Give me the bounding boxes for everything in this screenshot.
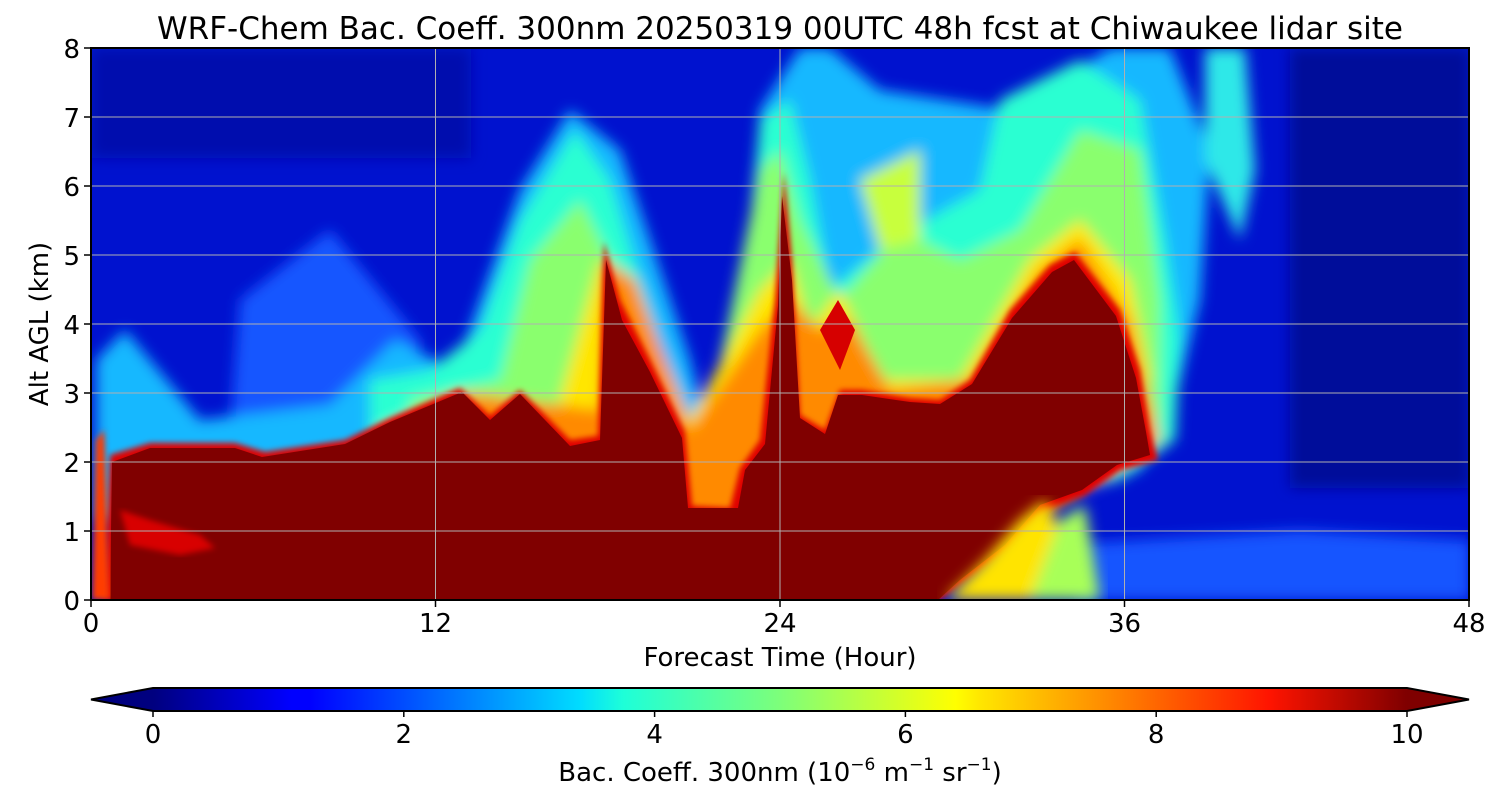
colorbar-tick-label: 8: [1148, 720, 1165, 750]
colorbar-extend-min: [91, 688, 153, 711]
colorbar-label-main: Bac. Coeff. 300nm (10: [558, 758, 850, 788]
plot-area: [91, 48, 1469, 600]
left-edge-column: [92, 430, 110, 600]
colorbar-tick-label: 4: [646, 720, 663, 750]
x-axis-label: Forecast Time (Hour): [643, 643, 916, 673]
chart-title: WRF-Chem Bac. Coeff. 300nm 20250319 00UT…: [157, 11, 1403, 47]
surface-clean-air-green: [1030, 505, 1100, 600]
y-tick-label: 7: [63, 104, 80, 134]
x-tick-label: 36: [1108, 609, 1141, 639]
colorbar-label-exponent: −1: [909, 755, 934, 775]
field-blue-low: [1050, 530, 1469, 600]
y-tick-label: 2: [63, 449, 80, 479]
colorbar-label-exponent: −6: [850, 755, 875, 775]
colorbar-label-exponent: −1: [967, 755, 992, 775]
x-axis: 0 12 24 36 48 Forecast Time (Hour): [83, 600, 1486, 673]
x-tick-label: 48: [1452, 609, 1485, 639]
y-tick-label: 5: [63, 242, 80, 272]
field-dark-right: [1290, 48, 1469, 488]
bl-spike-red: [820, 300, 855, 370]
colorbar-label-close: ): [992, 758, 1002, 788]
colorbar-label-unit: m: [875, 758, 909, 788]
colorbar-tick-label: 2: [396, 720, 413, 750]
colorbar-extend-max: [1407, 688, 1469, 711]
colorbar: 0 2 4 6 8 10 Bac. Coeff. 300nm (10−6 m−1…: [90, 687, 1470, 788]
x-tick-label: 24: [763, 609, 796, 639]
colorbar-tick-label: 0: [145, 720, 162, 750]
gridlines: [91, 48, 1469, 600]
y-tick-label: 3: [63, 380, 80, 410]
y-tick-label: 1: [63, 518, 80, 548]
bl-lens-red: [120, 510, 215, 555]
y-tick-label: 8: [63, 35, 80, 65]
y-tick-label: 0: [63, 587, 80, 617]
y-tick-label: 6: [63, 173, 80, 203]
field-dark-left-top: [91, 48, 471, 158]
bl-core-darkred: [110, 196, 1150, 600]
plume-upper-yellow: [860, 150, 920, 250]
y-axis: 0 1 2 3 4 5 6 7 8 Alt AGL (km): [25, 35, 91, 617]
colorbar-label-unit: sr: [934, 758, 967, 788]
colorbar-label: Bac. Coeff. 300nm (10−6 m−1 sr−1): [558, 755, 1001, 788]
x-tick-label: 12: [419, 609, 452, 639]
colorbar-tick-label: 6: [897, 720, 914, 750]
colorbar-tick-label: 10: [1390, 720, 1423, 750]
x-tick-label: 0: [83, 609, 100, 639]
y-tick-label: 4: [63, 311, 80, 341]
y-axis-label: Alt AGL (km): [25, 242, 55, 406]
colorbar-body: [153, 688, 1407, 711]
plume-highlevel-cyan: [1205, 48, 1255, 240]
